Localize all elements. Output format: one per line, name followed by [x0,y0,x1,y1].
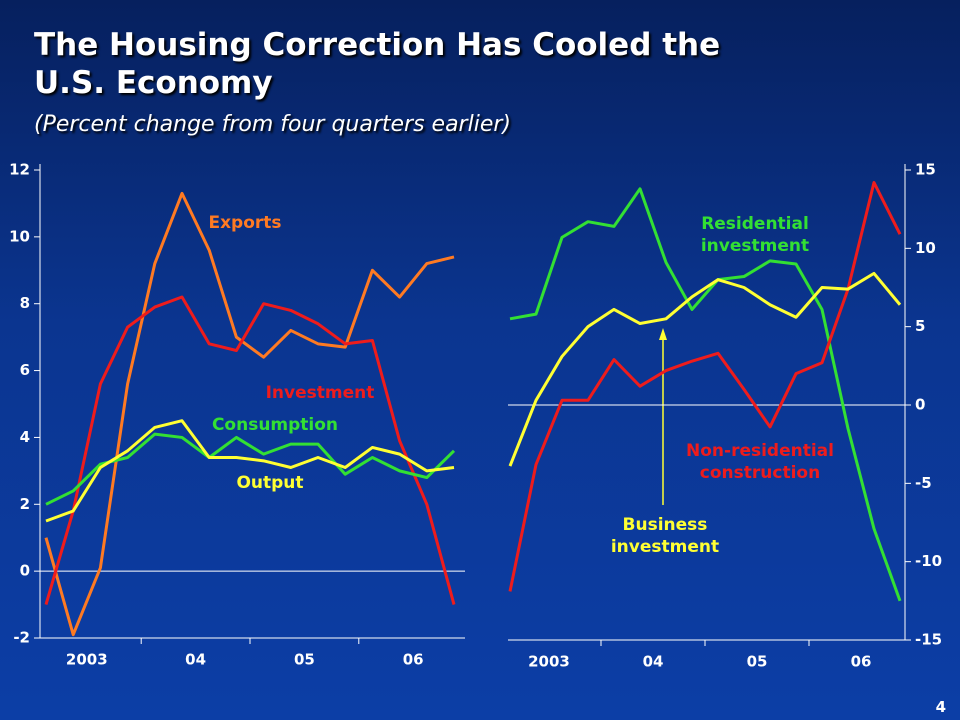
y-tick-label: 6 [20,361,30,379]
series-label: Consumption [211,415,339,435]
y-tick-label: 10 [9,227,30,245]
x-tick-label: 05 [294,651,315,669]
series-label: Exports [208,213,282,233]
series-line [45,419,455,523]
y-tick-label: 2 [20,495,30,513]
y-tick-label: 4 [20,428,30,446]
y-tick-label: 12 [9,161,30,179]
series-line [44,191,455,637]
slide-subtitle: (Percent change from four quarters earli… [34,112,511,137]
y-tick-label: -5 [915,474,932,492]
x-tick-label: 2003 [528,653,570,671]
x-tick-label: 06 [403,651,424,669]
y-tick-label: 15 [915,161,936,179]
series-label: Investment [265,383,375,403]
y-tick-label: 0 [915,396,925,414]
series-line [44,295,456,605]
x-tick-label: 04 [185,651,206,669]
series-line [509,187,902,602]
arrow-head [659,328,667,340]
y-tick-label: 10 [915,239,936,257]
y-tick-label: 0 [20,562,30,580]
series-line [508,181,902,592]
x-tick-label: 05 [747,653,768,671]
x-tick-label: 2003 [66,651,108,669]
y-tick-label: -15 [915,631,942,649]
series-label: Non-residential construction [686,441,834,483]
series-label: Business investment [610,515,720,557]
slide-title: The Housing Correction Has Cooled the U.… [34,27,721,101]
series-label: Output [236,473,304,493]
y-tick-label: -10 [915,552,942,570]
y-tick-label: -2 [13,629,30,647]
series-line [508,271,902,467]
y-tick-label: 8 [20,294,30,312]
series-label: Residential investment [700,214,810,256]
y-tick-label: 5 [915,317,925,335]
page-number: 4 [935,698,946,716]
x-tick-label: 04 [643,653,664,671]
x-tick-label: 06 [851,653,872,671]
